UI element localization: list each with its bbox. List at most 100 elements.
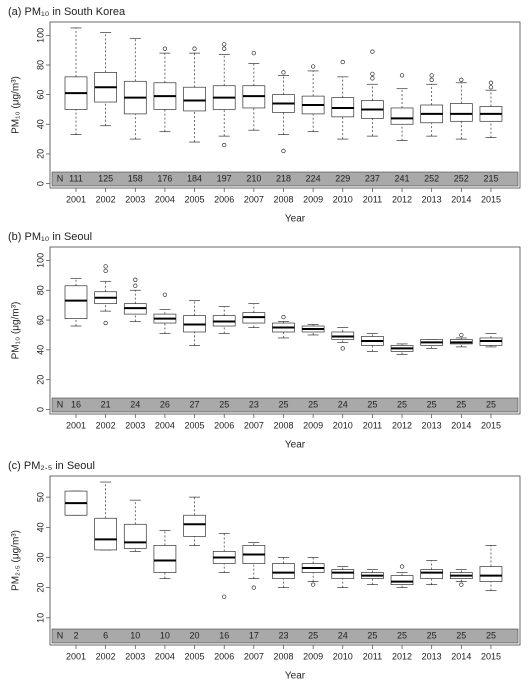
x-tick-label: 2015 <box>481 651 501 661</box>
x-tick-label: 2013 <box>422 651 442 661</box>
box <box>390 575 414 585</box>
n-value: 17 <box>249 630 259 640</box>
x-tick-label: 2011 <box>363 420 382 430</box>
x-tick-label: 2011 <box>363 651 382 661</box>
n-value: 26 <box>160 399 170 409</box>
outlier <box>310 64 316 69</box>
box <box>94 517 117 551</box>
box <box>420 569 444 579</box>
outlier <box>488 80 494 85</box>
n-value: 10 <box>160 630 170 640</box>
x-tick-label: 2014 <box>451 420 471 430</box>
n-value: 241 <box>395 173 410 183</box>
y-axis-label: PM₁₀ (μg/m³) <box>11 76 22 134</box>
x-tick-label: 2002 <box>96 420 116 430</box>
n-value: 2 <box>73 630 78 640</box>
panel-title: (c) PM₂.₅ in Seoul <box>8 460 95 472</box>
outlier <box>429 73 434 78</box>
plot-frame <box>49 21 521 189</box>
x-tick-label: 2013 <box>422 420 442 430</box>
y-tick-label: 20 <box>35 149 45 159</box>
x-axis-label: Year <box>285 440 306 451</box>
y-tick-label: 40 <box>35 119 45 129</box>
n-label: N <box>57 173 64 183</box>
box <box>479 566 503 582</box>
n-value: 25 <box>367 630 377 640</box>
n-value: 25 <box>219 399 229 409</box>
outlier <box>162 46 168 51</box>
outlier <box>340 346 345 351</box>
n-value: 23 <box>278 630 288 640</box>
x-tick-label: 2005 <box>185 420 205 430</box>
x-tick-label: 2001 <box>66 420 86 430</box>
n-value: 24 <box>338 630 348 640</box>
outlier <box>459 332 464 338</box>
n-value: 25 <box>308 399 318 409</box>
outlier <box>459 582 464 587</box>
outlier <box>370 76 375 81</box>
x-tick-label: 2009 <box>303 194 323 204</box>
panel-title: (a) PM₁₀ in South Korea <box>8 6 126 18</box>
outlier <box>399 564 405 569</box>
y-tick-label: 50 <box>35 492 45 502</box>
n-value: 197 <box>217 173 232 183</box>
x-tick-label: 2005 <box>185 651 205 661</box>
x-tick-label: 2007 <box>244 194 264 204</box>
box <box>64 285 88 319</box>
n-value: 24 <box>130 399 140 409</box>
x-tick-label: 2003 <box>125 651 145 661</box>
outlier <box>310 582 316 587</box>
n-label: N <box>57 630 64 640</box>
n-value: 25 <box>427 630 437 640</box>
x-tick-label: 2013 <box>422 194 442 204</box>
n-value: 21 <box>101 399 111 409</box>
outlier <box>133 277 138 282</box>
n-value: 125 <box>98 173 113 183</box>
outlier <box>459 77 464 82</box>
box <box>331 569 355 579</box>
n-value: 215 <box>483 173 498 183</box>
x-tick-label: 2003 <box>125 420 145 430</box>
x-tick-label: 2001 <box>66 651 86 661</box>
x-tick-label: 2012 <box>392 651 412 661</box>
n-value: 176 <box>157 173 172 183</box>
y-axis-label: PM₁₀ (μg/m³) <box>11 302 22 360</box>
x-tick-label: 2011 <box>363 194 382 204</box>
x-tick-label: 2007 <box>244 420 264 430</box>
n-value: 20 <box>190 630 200 640</box>
y-tick-label: 40 <box>35 522 45 532</box>
x-tick-label: 2005 <box>185 194 205 204</box>
y-tick-label: 100 <box>35 253 45 268</box>
n-value: 224 <box>306 173 321 183</box>
outlier <box>222 142 227 148</box>
n-value: 25 <box>278 399 288 409</box>
y-tick-label: 40 <box>35 345 45 355</box>
outlier <box>222 594 227 599</box>
x-tick-label: 2004 <box>155 194 175 204</box>
outlier <box>103 320 108 326</box>
y-tick-label: 80 <box>35 285 45 295</box>
n-value: 24 <box>338 399 348 409</box>
box <box>153 545 177 573</box>
n-value: 25 <box>308 630 318 640</box>
box <box>123 523 147 549</box>
y-tick-label: 0 <box>35 407 45 412</box>
x-tick-label: 2014 <box>451 651 471 661</box>
n-value: 25 <box>397 630 407 640</box>
outlier <box>399 73 405 78</box>
outlier <box>133 283 138 288</box>
outlier <box>103 264 108 269</box>
panel-title: (b) PM₁₀ in Seoul <box>8 231 92 243</box>
y-tick-label: 20 <box>35 583 45 593</box>
x-tick-label: 2002 <box>96 651 116 661</box>
n-value: 25 <box>456 630 466 640</box>
box <box>183 86 206 112</box>
x-tick-label: 2006 <box>214 420 234 430</box>
x-tick-label: 2001 <box>66 194 86 204</box>
y-tick-label: 100 <box>35 28 45 43</box>
x-tick-label: 2007 <box>244 651 264 661</box>
x-tick-label: 2009 <box>303 651 323 661</box>
y-tick-label: 30 <box>35 552 45 562</box>
x-tick-label: 2008 <box>273 194 293 204</box>
y-tick-label: 0 <box>35 181 45 186</box>
